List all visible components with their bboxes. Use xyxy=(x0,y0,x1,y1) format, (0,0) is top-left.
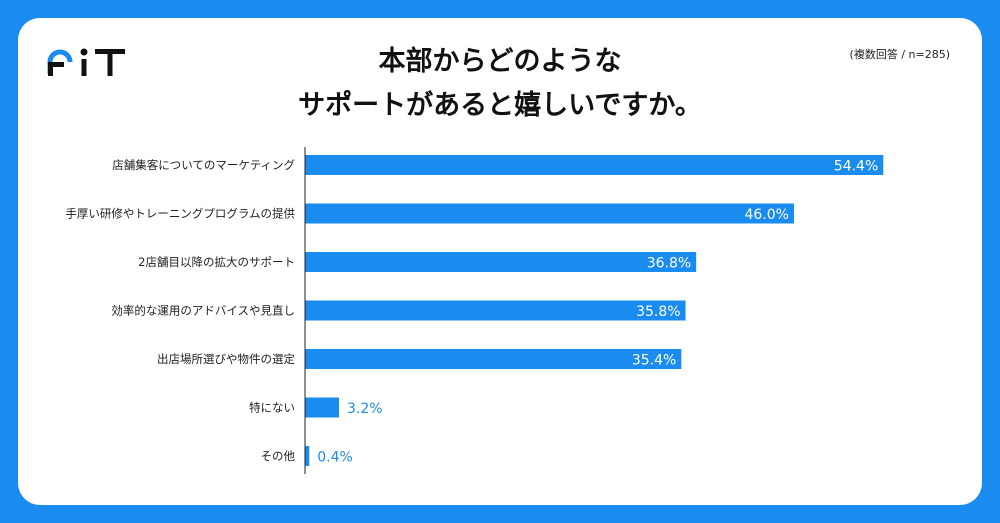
bar xyxy=(305,300,686,321)
data-label: 54.4% xyxy=(834,159,878,175)
bar xyxy=(305,397,340,418)
title-line-2: サポートがあると嬉しいですか。 xyxy=(298,90,702,121)
category-label: 店舗集客についてのマーケティング xyxy=(112,158,295,172)
bar xyxy=(305,203,794,224)
data-label: 35.4% xyxy=(632,353,676,369)
category-label: その他 xyxy=(261,449,296,463)
chart-title: 本部からどのような サポートがあると嬉しいですか。 xyxy=(250,40,750,128)
data-label: 36.8% xyxy=(647,256,691,272)
category-label: 出店場所選びや物件の選定 xyxy=(157,352,295,366)
bar xyxy=(305,349,682,369)
sample-note: (複数回答 / n=285) xyxy=(849,48,950,61)
data-label: 35.8% xyxy=(636,304,680,320)
data-label: 46.0% xyxy=(744,207,788,223)
bar xyxy=(305,252,697,272)
bar xyxy=(305,446,310,466)
category-label: 手厚い研修やトレーニングプログラムの提供 xyxy=(65,207,295,221)
bar xyxy=(305,155,884,175)
data-label: 3.2% xyxy=(347,401,383,417)
fit-logo xyxy=(47,48,125,76)
category-label: 効率的な運用のアドバイスや見直し xyxy=(111,304,295,318)
title-line-1: 本部からどのような xyxy=(378,46,622,77)
category-label: 2店舗目以降の拡大のサポート xyxy=(138,255,295,269)
data-label: 0.4% xyxy=(317,450,353,466)
category-label: 特にない xyxy=(249,401,295,415)
